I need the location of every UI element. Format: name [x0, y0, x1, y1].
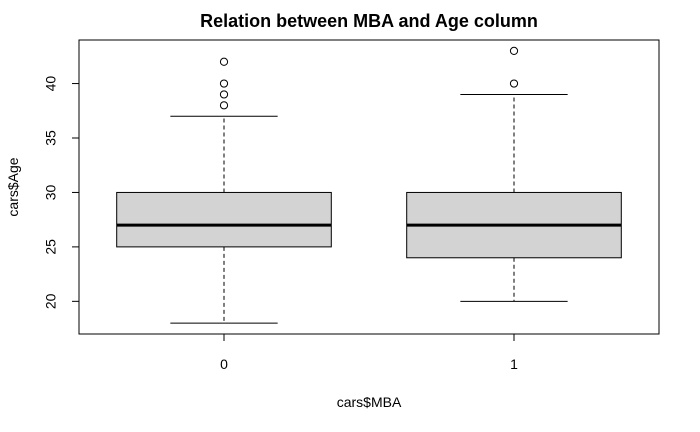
box-group-0	[116, 57, 332, 324]
y-axis-label: cars$Age	[5, 157, 21, 216]
box-group-1	[406, 46, 622, 302]
y-tick-label: 35	[43, 130, 59, 146]
outlier-point	[509, 79, 519, 88]
y-axis: 20 25 30 35 40	[43, 76, 80, 309]
y-tick-label: 25	[43, 239, 59, 255]
y-tick-label: 30	[43, 184, 59, 200]
y-tick-label: 20	[43, 293, 59, 309]
y-tick-label: 40	[43, 76, 59, 92]
plot-area	[78, 39, 660, 335]
outlier-point	[219, 90, 229, 99]
x-tick-label: 1	[510, 356, 518, 372]
chart-title: Relation between MBA and Age column	[200, 11, 538, 31]
outlier-point	[509, 46, 519, 55]
x-axis-label: cars$MBA	[337, 394, 402, 410]
outlier-point	[219, 57, 229, 66]
iqr-box	[116, 191, 332, 248]
box-series	[116, 46, 622, 324]
outlier-point	[219, 79, 229, 88]
x-tick-label: 0	[220, 356, 228, 372]
outlier-point	[219, 101, 229, 110]
